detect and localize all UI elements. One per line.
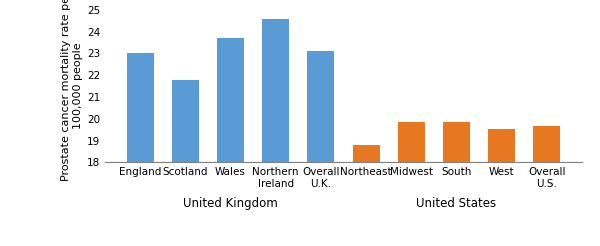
Bar (443, 122, 470, 162)
Bar (488, 129, 515, 162)
Bar (307, 51, 334, 162)
Text: United States: United States (416, 197, 496, 210)
Bar (262, 18, 289, 162)
Bar (533, 126, 560, 162)
Bar (127, 53, 154, 162)
Bar (398, 122, 425, 162)
Bar (172, 79, 199, 162)
Y-axis label: Prostate cancer mortality rate per
100,000 people: Prostate cancer mortality rate per 100,0… (61, 0, 83, 181)
Text: United Kingdom: United Kingdom (183, 197, 278, 210)
Bar (217, 38, 244, 162)
Bar (353, 145, 380, 162)
